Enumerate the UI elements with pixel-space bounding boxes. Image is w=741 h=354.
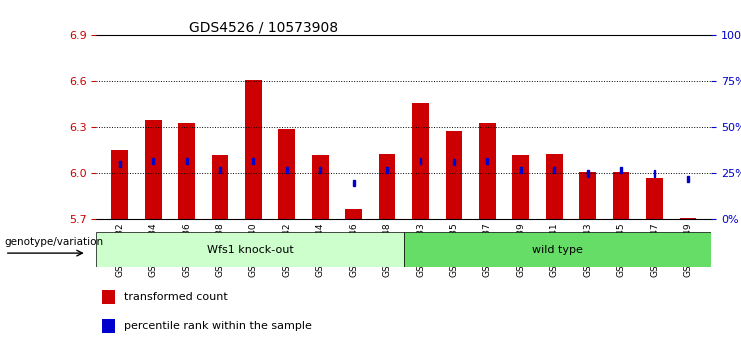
Bar [253,158,254,164]
Bar [479,123,496,219]
Bar [111,150,128,219]
Bar [219,167,221,173]
Bar [587,170,588,177]
Bar [353,179,355,186]
Bar [212,155,228,219]
Bar [386,167,388,173]
Bar [186,158,187,164]
Bar [554,167,555,173]
Bar [620,167,622,173]
Bar [412,103,429,219]
Text: percentile rank within the sample: percentile rank within the sample [124,321,312,331]
Bar [419,158,422,164]
Bar [687,176,689,182]
Bar [286,167,288,173]
FancyBboxPatch shape [404,232,711,267]
Bar [679,218,697,219]
Bar [445,131,462,219]
Bar [144,120,162,219]
Bar [520,167,522,173]
Bar [312,155,329,219]
Bar [152,158,154,164]
Bar [546,154,562,219]
Text: Wfs1 knock-out: Wfs1 knock-out [207,245,293,255]
Bar [646,178,663,219]
Bar [245,80,262,219]
Bar [102,319,115,333]
Bar [345,209,362,219]
Text: wild type: wild type [532,245,583,255]
Bar [279,129,295,219]
Bar [379,154,396,219]
Bar [613,172,629,219]
Bar [453,159,455,165]
Bar [579,172,596,219]
Bar [487,158,488,164]
Bar [319,167,321,173]
FancyBboxPatch shape [96,232,404,267]
Bar [179,123,195,219]
Text: transformed count: transformed count [124,292,227,302]
Bar [654,170,656,177]
Text: genotype/variation: genotype/variation [5,238,104,247]
Text: GDS4526 / 10573908: GDS4526 / 10573908 [188,20,338,34]
Bar [102,290,115,304]
Bar [513,155,529,219]
Bar [119,161,121,167]
